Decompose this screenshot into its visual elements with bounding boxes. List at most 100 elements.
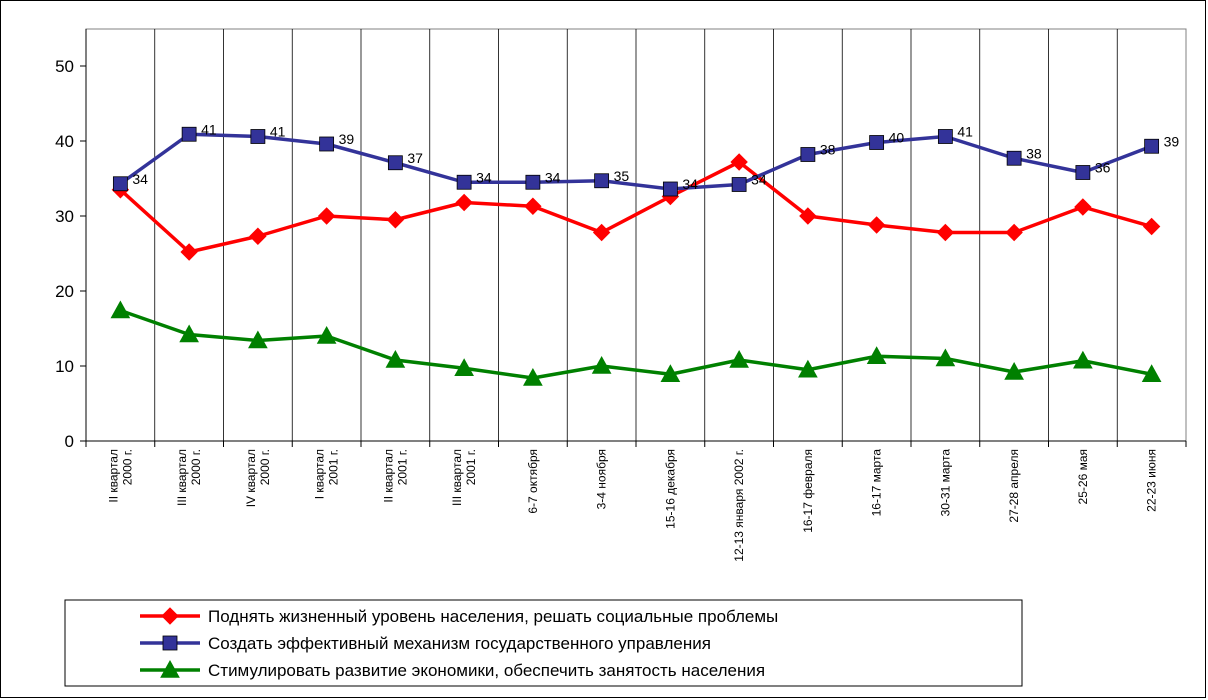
x-tick-label: 12-13 января 2002 г.	[732, 449, 746, 562]
data-point	[660, 364, 681, 382]
data-point	[386, 211, 405, 229]
data-point	[317, 207, 336, 225]
x-tick-label-line: III квартал	[175, 449, 189, 506]
x-tick-label-line: 6-7 октября	[526, 449, 540, 514]
legend-marker	[161, 607, 179, 625]
y-tick-label: 50	[55, 57, 74, 76]
data-label: 38	[820, 142, 836, 158]
data-point	[316, 325, 337, 344]
data-point	[179, 324, 199, 343]
x-tick-label-line: II квартал	[106, 449, 120, 503]
data-point	[1141, 364, 1162, 382]
y-tick-label: 0	[65, 432, 74, 451]
legend: Поднять жизненный уровень населения, реш…	[64, 599, 1023, 687]
x-tick-label: II квартал 2001 г.	[381, 449, 409, 503]
data-point	[523, 367, 543, 386]
data-point	[662, 181, 678, 197]
data-point	[591, 355, 612, 374]
x-tick-label-line: 2001 г.	[395, 449, 409, 485]
data-point	[798, 359, 818, 378]
data-point	[729, 349, 749, 368]
data-point	[454, 358, 474, 376]
data-label: 41	[201, 121, 217, 137]
data-point	[1075, 165, 1091, 180]
x-tick-label-line: 2000 г.	[120, 449, 134, 485]
series-1	[111, 153, 1161, 261]
data-label: 38	[1026, 145, 1042, 161]
x-tick-label-line: 30-31 марта	[938, 449, 952, 517]
data-point	[866, 346, 887, 364]
vertical-gridlines	[154, 29, 1118, 441]
x-tick-label: 27-28 апреля	[1007, 449, 1021, 523]
x-tick-label: 15-16 декабря	[663, 449, 677, 529]
x-tick-label: I квартал 2001 г.	[313, 449, 341, 499]
x-tick-label: 30-31 марта	[938, 449, 952, 517]
data-point	[1005, 223, 1023, 242]
series-2: 34 41 41 39 37 34 34 35 34 34 38 40 41 38 36 39	[112, 121, 1180, 197]
legend-label: Стимулировать развитие экономики, обеспе…	[208, 661, 765, 680]
x-tick-label: 25-26 мая	[1076, 449, 1090, 504]
data-point	[455, 193, 473, 212]
x-tick-label: II квартал 2000 г.	[106, 449, 134, 503]
data-label: 39	[1164, 133, 1180, 149]
data-point	[800, 147, 816, 162]
x-tick-label-line: 16-17 февраля	[801, 449, 815, 533]
legend-item: Поднять жизненный уровень населения, реш…	[140, 607, 778, 626]
data-point	[110, 300, 131, 319]
data-label: 34	[476, 169, 492, 185]
x-tick-label: 6-7 октября	[526, 449, 540, 514]
x-tick-label: III квартал 2001 г.	[450, 449, 478, 506]
x-tick-label-line: 2001 г.	[464, 449, 478, 485]
data-label: 41	[270, 124, 286, 140]
data-label: 36	[1095, 160, 1111, 176]
x-tick-label-line: 15-16 декабря	[663, 449, 677, 529]
x-tick-label: 22-23 июня	[1145, 449, 1159, 512]
data-label: 39	[339, 131, 355, 147]
x-tick-label-line: 2001 г.	[327, 449, 341, 485]
data-point	[869, 135, 885, 150]
data-label: 34	[751, 172, 767, 188]
data-point	[180, 243, 198, 261]
data-point	[248, 330, 268, 349]
data-point	[799, 207, 817, 225]
x-tick-label: 16-17 марта	[870, 449, 884, 517]
data-point	[937, 129, 953, 144]
x-tick-label-line: 3-4 ноября	[595, 449, 609, 509]
data-point	[592, 223, 611, 242]
data-label: 37	[407, 150, 423, 166]
legend-item: Стимулировать развитие экономики, обеспе…	[140, 659, 765, 680]
data-point	[731, 177, 747, 192]
data-label: 34	[132, 171, 148, 187]
y-tick-label: 40	[55, 132, 74, 151]
series-line	[119, 160, 1153, 254]
y-tick-label: 30	[55, 207, 74, 226]
data-point	[181, 126, 197, 142]
series-line	[119, 132, 1153, 191]
data-label: 34	[545, 169, 561, 185]
data-point	[594, 173, 610, 189]
x-tick-label-line: 2000 г.	[258, 449, 272, 485]
x-tick-label-line: 12-13 января 2002 г.	[732, 449, 746, 562]
data-point	[730, 153, 748, 171]
legend-item: Создать эффективный механизм государстве…	[140, 634, 711, 653]
data-point	[524, 197, 542, 215]
data-label: 35	[614, 168, 630, 184]
x-tick-label-line: 22-23 июня	[1145, 449, 1159, 512]
data-point	[112, 176, 128, 192]
legend-box	[64, 599, 1023, 687]
data-point	[525, 174, 541, 190]
data-point	[1074, 198, 1092, 216]
x-tick-label-line: IV квартал	[244, 449, 258, 507]
data-point	[935, 348, 956, 367]
x-tick-label-line: I квартал	[313, 449, 327, 499]
data-point	[1073, 350, 1093, 369]
x-tick-label: 3-4 ноября	[595, 449, 609, 509]
data-point	[1004, 361, 1024, 380]
data-label: 40	[889, 130, 905, 146]
data-point	[936, 223, 955, 242]
y-tick-label: 20	[55, 282, 74, 301]
data-point	[1142, 217, 1161, 236]
data-point	[387, 155, 403, 171]
series-line	[119, 308, 1152, 380]
